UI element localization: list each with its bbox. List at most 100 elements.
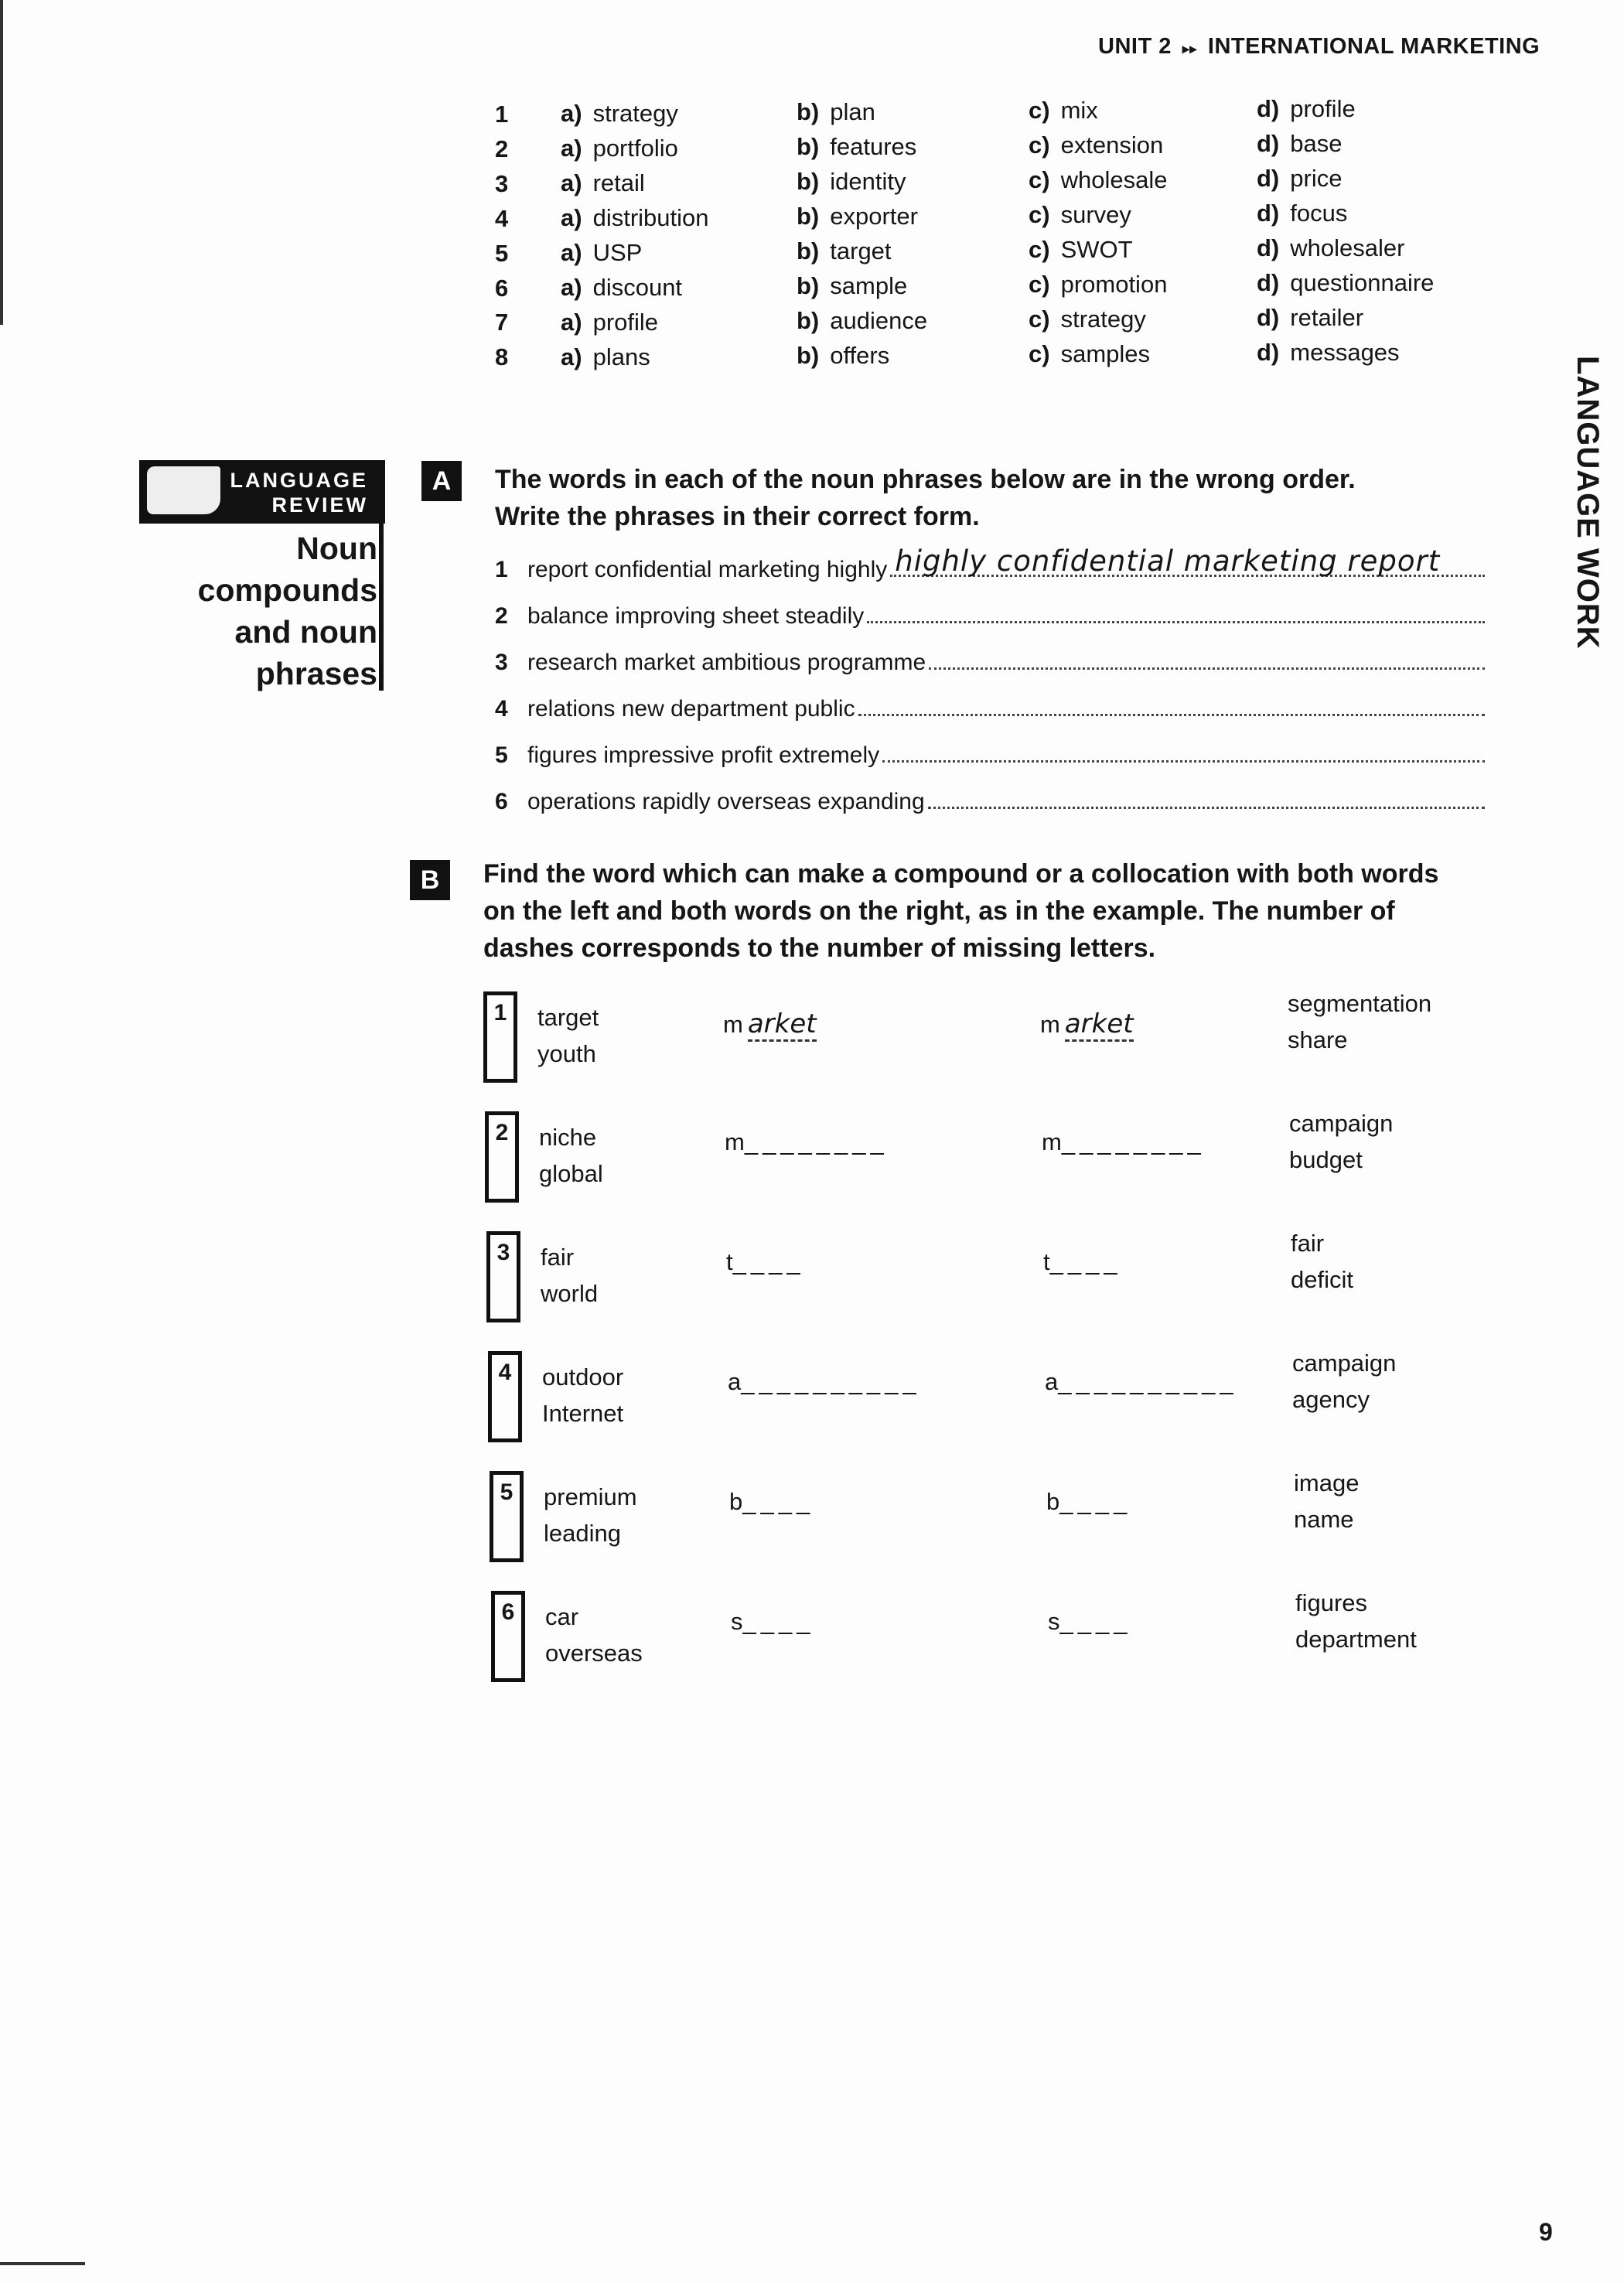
option-c[interactable]: c) promotion xyxy=(1029,271,1167,299)
unit-label: UNIT 2 xyxy=(1098,34,1172,59)
option-letter: b) xyxy=(797,237,820,264)
question-row: 3 research market ambitious programme xyxy=(495,640,1485,676)
option-b[interactable]: b) features xyxy=(797,133,916,161)
option-b[interactable]: b) identity xyxy=(797,168,906,196)
option-d[interactable]: d) questionnaire xyxy=(1257,269,1434,297)
option-d[interactable]: d) price xyxy=(1257,165,1342,193)
option-d[interactable]: d) messages xyxy=(1257,339,1400,367)
option-d[interactable]: d) wholesaler xyxy=(1257,234,1404,262)
compound-item: 4 outdoor Internet a__________ a__________ ca… xyxy=(488,1350,1493,1450)
right-word: figures xyxy=(1295,1589,1368,1616)
option-b[interactable]: b) plan xyxy=(797,98,875,126)
option-c[interactable]: c) strategy xyxy=(1029,305,1146,333)
option-c[interactable]: c) extension xyxy=(1029,131,1163,159)
option-letter: c) xyxy=(1029,270,1050,298)
left-word: overseas xyxy=(545,1640,643,1667)
answer-left[interactable]: m arket xyxy=(723,1008,817,1042)
option-a[interactable]: a) plans xyxy=(561,343,650,371)
question-number: 1 xyxy=(495,557,508,582)
option-d[interactable]: d) base xyxy=(1257,130,1343,158)
option-d[interactable]: d) retailer xyxy=(1257,304,1363,332)
answer-line[interactable] xyxy=(882,760,1485,763)
option-a[interactable]: a) profile xyxy=(561,309,658,336)
option-letter: a) xyxy=(561,204,582,232)
answer-left[interactable]: s____ xyxy=(731,1608,814,1636)
answer-right[interactable]: b____ xyxy=(1046,1488,1131,1516)
answer-line[interactable] xyxy=(867,621,1485,623)
option-c[interactable]: c) SWOT xyxy=(1029,236,1133,264)
answer-left[interactable]: b____ xyxy=(729,1488,814,1516)
option-b[interactable]: b) audience xyxy=(797,307,927,335)
option-a[interactable]: a) portfolio xyxy=(561,135,678,162)
compound-item: 6 car overseas s____ s____ figures department xyxy=(491,1589,1496,1690)
right-word: share xyxy=(1288,1026,1348,1053)
option-c[interactable]: c) samples xyxy=(1029,340,1150,368)
answer-right[interactable]: s____ xyxy=(1048,1608,1131,1636)
answer-left[interactable]: t____ xyxy=(726,1248,805,1276)
option-c[interactable]: c) wholesale xyxy=(1029,166,1167,194)
section-b-instructions: Find the word which can make a compound … xyxy=(483,855,1438,967)
option-text: price xyxy=(1290,165,1343,193)
answer-left[interactable]: a__________ xyxy=(728,1368,921,1396)
answer-right[interactable]: t____ xyxy=(1043,1248,1122,1276)
option-b[interactable]: b) sample xyxy=(797,272,907,300)
instruction-line: dashes corresponds to the number of miss… xyxy=(483,933,1156,963)
option-text: profile xyxy=(592,308,659,336)
option-text: distribution xyxy=(592,204,709,232)
badge-line: LANGUAGE xyxy=(230,469,368,492)
option-letter: d) xyxy=(1257,95,1280,123)
option-d[interactable]: d) profile xyxy=(1257,95,1356,123)
question-text: operations rapidly overseas expanding xyxy=(527,789,925,814)
option-d[interactable]: d) focus xyxy=(1257,200,1347,227)
left-word: car xyxy=(545,1603,579,1630)
left-word: Internet xyxy=(542,1400,624,1427)
first-letter: b xyxy=(729,1488,743,1515)
left-words: premium leading xyxy=(544,1479,637,1551)
option-letter: a) xyxy=(561,308,582,336)
option-text: plan xyxy=(830,98,875,126)
answer-line[interactable] xyxy=(927,807,1485,809)
missing-letters: ____ xyxy=(742,1488,815,1515)
section-a-instructions: The words in each of the noun phrases be… xyxy=(495,461,1356,535)
option-number: 3 xyxy=(495,169,509,197)
option-text: wholesale xyxy=(1060,166,1168,194)
option-text: target xyxy=(830,237,892,264)
answer-right[interactable]: m arket xyxy=(1040,1008,1134,1042)
option-b[interactable]: b) offers xyxy=(797,342,889,370)
badge-line: REVIEW xyxy=(271,493,368,517)
left-words: car overseas xyxy=(545,1599,643,1671)
answer-right[interactable]: m________ xyxy=(1042,1128,1206,1156)
answer-line[interactable]: highly confidential marketing report xyxy=(890,544,1485,578)
option-letter: a) xyxy=(561,100,582,128)
handwritten-fill: arket xyxy=(747,1008,817,1042)
option-letter: d) xyxy=(1257,130,1280,158)
answer-line[interactable] xyxy=(929,667,1485,670)
option-text: discount xyxy=(592,273,683,301)
option-text: mix xyxy=(1060,97,1098,125)
section-b-label: B xyxy=(410,860,450,900)
option-b[interactable]: b) target xyxy=(797,237,892,265)
option-a[interactable]: a) discount xyxy=(561,274,682,302)
answer-left[interactable]: m________ xyxy=(725,1128,889,1156)
option-text: focus xyxy=(1290,200,1348,227)
option-c[interactable]: c) mix xyxy=(1029,97,1098,125)
right-word: name xyxy=(1294,1506,1354,1533)
option-a[interactable]: a) distribution xyxy=(561,204,709,232)
question-number: 5 xyxy=(495,742,508,768)
answer-line[interactable] xyxy=(858,714,1485,716)
right-word: campaign xyxy=(1289,1110,1394,1137)
option-text: strategy xyxy=(1060,305,1146,333)
option-c[interactable]: c) survey xyxy=(1029,201,1131,229)
option-a[interactable]: a) strategy xyxy=(561,100,678,128)
option-b[interactable]: b) exporter xyxy=(797,203,918,230)
question-row: 1 report confidential marketing highly hig… xyxy=(495,544,1485,583)
option-letter: b) xyxy=(797,306,820,334)
option-a[interactable]: a) retail xyxy=(561,169,645,197)
answer-right[interactable]: a__________ xyxy=(1045,1368,1238,1396)
option-text: identity xyxy=(830,168,906,196)
option-number: 5 xyxy=(495,239,509,267)
left-word: world xyxy=(541,1280,599,1307)
option-text: samples xyxy=(1060,340,1151,367)
left-word: leading xyxy=(544,1520,621,1547)
option-a[interactable]: a) USP xyxy=(561,239,642,267)
